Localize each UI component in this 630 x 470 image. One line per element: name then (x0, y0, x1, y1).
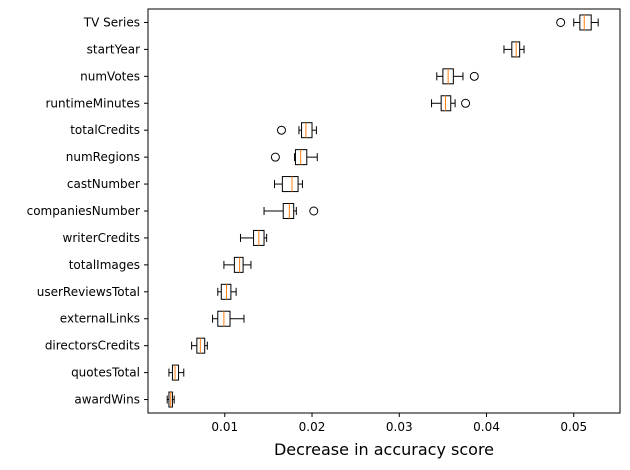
box-iqr (579, 14, 592, 31)
y-tick-label: externalLinks (60, 312, 140, 326)
box-totalImages (223, 256, 252, 273)
box-directorsCredits (191, 337, 208, 354)
box-iqr (282, 203, 295, 219)
axes-frame (147, 8, 621, 414)
box-writerCredits (239, 229, 268, 246)
box-numVotes (436, 68, 479, 85)
box-castNumber (274, 176, 303, 193)
y-tick-label: writerCredits (63, 231, 140, 245)
x-tick-label: 0.01 (211, 420, 238, 434)
box-totalCredits (276, 122, 317, 139)
y-tick-label: numRegions (66, 150, 140, 164)
box-TV Series (556, 14, 599, 31)
box-userReviewsTotal (217, 283, 237, 300)
outlier-point (309, 206, 319, 216)
plot-area (166, 14, 599, 408)
y-tick-label: companiesNumber (27, 204, 140, 218)
x-axis-label: Decrease in accuracy score (274, 440, 494, 459)
y-tick-label: runtimeMinutes (46, 96, 141, 110)
outlier-point (276, 125, 286, 135)
box-quotesTotal (168, 364, 185, 381)
outlier-point (556, 17, 566, 27)
y-tick-label: userReviewsTotal (37, 285, 140, 299)
box-startYear (503, 41, 525, 58)
y-tick-label: quotesTotal (71, 366, 140, 380)
box-iqr (281, 176, 299, 193)
box-externalLinks (212, 310, 245, 327)
y-tick-label: TV Series (83, 15, 140, 29)
outlier-point (270, 152, 280, 162)
y-tick-label: castNumber (67, 177, 140, 191)
box-iqr (301, 122, 313, 139)
y-tick-label: awardWins (74, 393, 140, 407)
outlier-point (461, 98, 471, 108)
box-companiesNumber (263, 203, 319, 219)
y-tick-label: numVotes (80, 69, 140, 83)
box-numRegions (270, 149, 318, 166)
x-tick-label: 0.04 (473, 420, 500, 434)
y-tick-label: totalImages (69, 258, 140, 272)
box-awardWins (166, 391, 175, 408)
y-tick-label: directorsCredits (45, 339, 140, 353)
box-runtimeMinutes (431, 95, 471, 112)
x-tick-label: 0.03 (386, 420, 413, 434)
x-tick-label: 0.05 (560, 420, 587, 434)
y-tick-label: startYear (87, 42, 140, 56)
x-tick-label: 0.02 (299, 420, 326, 434)
outlier-point (469, 71, 479, 81)
y-tick-label: totalCredits (70, 123, 140, 137)
box-iqr (233, 256, 244, 273)
